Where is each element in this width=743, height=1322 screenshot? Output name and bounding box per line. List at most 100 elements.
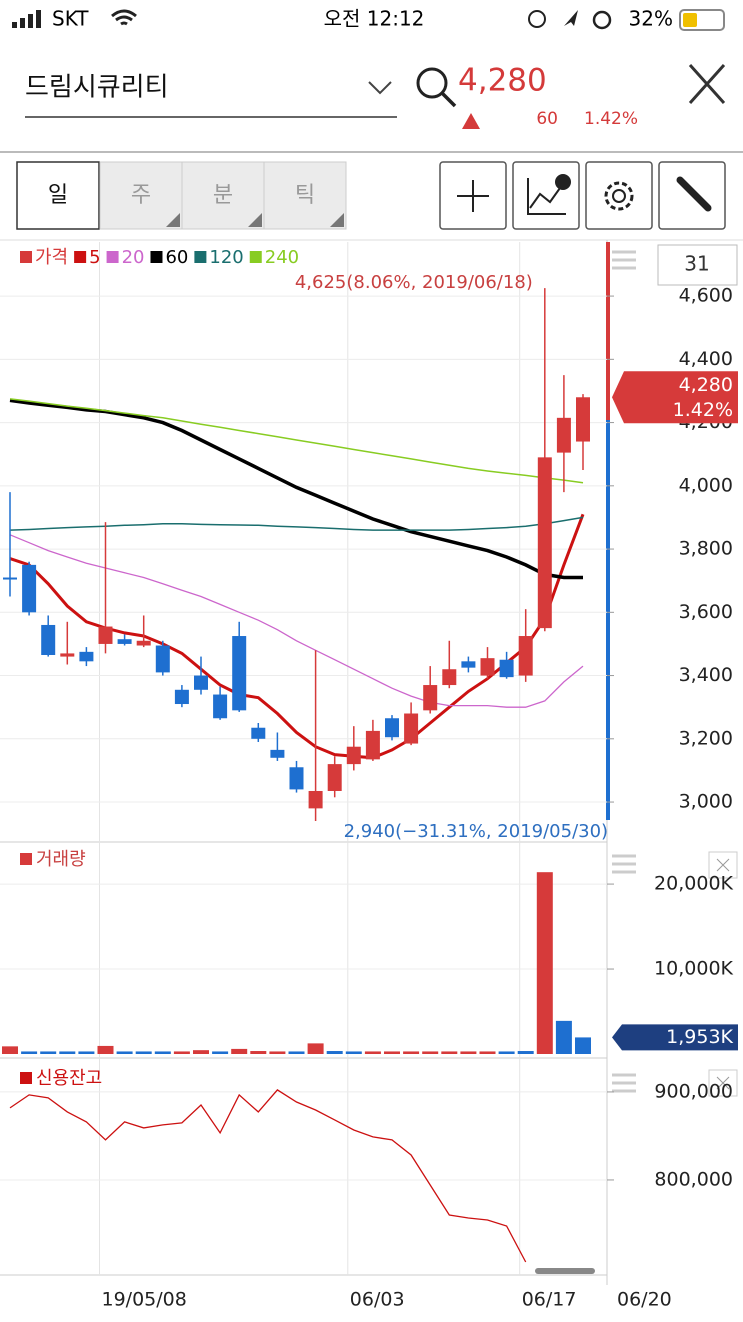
candle-body [41, 624, 56, 656]
volume-bar [212, 1051, 229, 1054]
y-tick-label: 3,600 [679, 601, 733, 623]
wifi-icon [111, 9, 137, 26]
panel-close[interactable] [708, 1069, 738, 1097]
period-tabs: 일 주 분 틱 [16, 161, 347, 230]
y-tick-label: 3,400 [679, 664, 733, 686]
price-tag-change: 1.42% [673, 399, 733, 421]
x-tick-label: 06/03 [350, 1289, 405, 1311]
volume-bar [78, 1051, 95, 1054]
candle-body [327, 764, 342, 791]
clock: 오전 12:12 [324, 7, 425, 31]
tab-tick[interactable] [263, 161, 347, 230]
panel-handle[interactable] [612, 250, 636, 1093]
volume-bar [460, 1051, 477, 1054]
visible-count[interactable]: 31 [684, 252, 709, 276]
x-tick-label: 06/20 [617, 1289, 672, 1311]
y-tick-label: 900,000 [654, 1080, 733, 1102]
dropdown-chevron[interactable] [368, 81, 392, 95]
up-triangle [462, 113, 480, 129]
candle-body [480, 658, 495, 676]
volume-bar [154, 1051, 171, 1054]
battery-text: 32% [629, 7, 673, 31]
candle-body [60, 653, 75, 657]
legend-swatch [249, 251, 262, 263]
volume-bar [422, 1051, 439, 1054]
scroll-handle[interactable] [535, 1268, 595, 1274]
legend-label: 60 [165, 247, 188, 268]
panel-close[interactable] [708, 851, 738, 879]
volume-bar [575, 1037, 591, 1054]
carrier: SKT [52, 7, 89, 31]
indicator-icon [527, 178, 566, 215]
wrench-icon [676, 176, 712, 212]
tab-label[interactable]: 주 [131, 183, 151, 208]
volume-bar [97, 1045, 114, 1054]
candle-body [136, 640, 151, 646]
tab-day[interactable] [16, 161, 100, 230]
high-annotation: 4,625(8.06%, 2019/06/18) [295, 272, 533, 293]
candle-body [232, 636, 247, 711]
settings-button[interactable] [585, 161, 653, 230]
candle-body [442, 669, 457, 686]
moving-average [9, 534, 584, 708]
signal-icon [12, 10, 41, 28]
alarm-icon [592, 10, 612, 30]
volume-bar [326, 1051, 343, 1054]
candle-body [576, 397, 590, 442]
indicator-button[interactable] [512, 161, 580, 230]
price-change-pct: 1.42% [584, 109, 638, 129]
price-change: 60 [536, 109, 558, 129]
battery-icon [679, 9, 725, 31]
volume-bar [173, 1051, 190, 1054]
price-tag [612, 371, 738, 424]
volume-bar [2, 1046, 18, 1054]
stock-name[interactable]: 드림시큐리티 [25, 73, 169, 103]
candle-body [518, 636, 533, 676]
current-price: 4,280 [458, 63, 547, 99]
y-tick-label: 3,800 [679, 538, 733, 560]
legend-swatch [106, 251, 119, 263]
location-icon [564, 10, 578, 26]
tab-minute[interactable] [181, 161, 265, 230]
count-box[interactable] [657, 244, 738, 286]
price-tag-value: 4,280 [679, 374, 733, 396]
x-tick-label: 06/17 [522, 1289, 577, 1311]
candle-body [385, 718, 399, 738]
legend-label: 20 [122, 247, 145, 268]
y-tick-label: 3,000 [679, 791, 733, 813]
candle-body [22, 564, 37, 613]
volume-bar [231, 1048, 248, 1054]
volume-bar [364, 1051, 381, 1054]
price-range-up [606, 242, 610, 420]
panel-swatch [20, 1072, 32, 1084]
volume-tag [612, 1024, 738, 1051]
volume-bar [536, 872, 553, 1054]
candle-body [3, 577, 17, 580]
y-tick-label: 10,000K [654, 958, 733, 980]
volume-bar [21, 1051, 38, 1054]
x-tick-label: 19/05/08 [102, 1289, 187, 1311]
tab-label[interactable]: 일 [48, 183, 68, 208]
candle-body [365, 730, 380, 760]
gear-icon [604, 181, 634, 211]
candle-body [346, 746, 361, 765]
tab-label[interactable]: 분 [213, 183, 233, 208]
volume-bar [307, 1043, 324, 1054]
tab-week[interactable] [99, 161, 183, 230]
candle-body [461, 661, 476, 668]
volume-bar [288, 1051, 305, 1054]
legend-swatch [74, 251, 87, 263]
tab-corner [166, 213, 344, 227]
moving-average [9, 398, 584, 484]
search-icon[interactable] [416, 67, 457, 108]
tab-label[interactable]: 틱 [295, 183, 315, 208]
grid [0, 242, 607, 1275]
close-button[interactable] [688, 63, 726, 105]
legend-swatch [150, 251, 163, 263]
volume-bar [555, 1020, 572, 1054]
volume-bar [40, 1051, 57, 1054]
moving-average [9, 513, 585, 760]
candle-body [556, 417, 571, 453]
